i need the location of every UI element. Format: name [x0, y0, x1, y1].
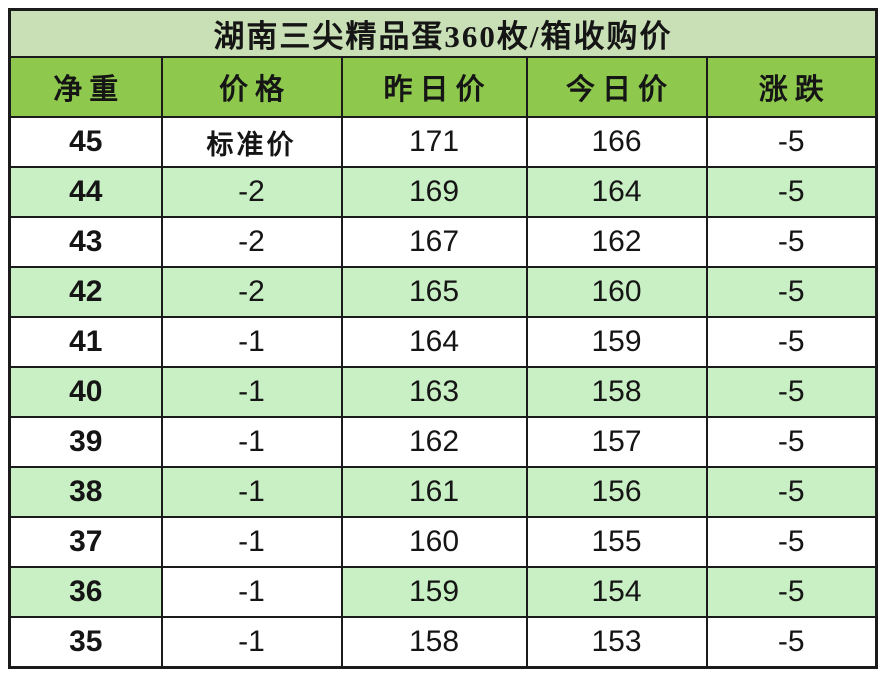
- table-row: 44 -2 169 164 -5: [8, 166, 878, 218]
- cell-yesterday-price: 160: [340, 516, 528, 568]
- cell-today-price: 159: [525, 316, 708, 368]
- cell-change: -5: [705, 566, 878, 618]
- title-row: 湖南三尖精品蛋360枚/箱收购价: [8, 8, 878, 58]
- cell-net-weight: 44: [8, 166, 163, 218]
- price-table: 湖南三尖精品蛋360枚/箱收购价 净重 价格 昨日价 今日价 涨跌 45 标准价 1…: [8, 8, 879, 669]
- cell-today-price: 166: [525, 116, 708, 168]
- cell-net-weight: 40: [8, 366, 163, 418]
- cell-yesterday-price: 167: [340, 216, 528, 268]
- table-row: 45 标准价 171 166 -5: [8, 116, 878, 168]
- table-row: 43 -2 167 162 -5: [8, 216, 878, 268]
- cell-yesterday-price: 158: [340, 616, 528, 669]
- cell-net-weight: 38: [8, 466, 163, 518]
- table-row: 40 -1 163 158 -5: [8, 366, 878, 418]
- column-header-today-price: 今日价: [525, 56, 708, 118]
- cell-yesterday-price: 165: [340, 266, 528, 318]
- cell-change: -5: [705, 516, 878, 568]
- cell-price: -2: [160, 266, 343, 318]
- table-title: 湖南三尖精品蛋360枚/箱收购价: [8, 8, 878, 58]
- cell-change: -5: [705, 416, 878, 468]
- cell-price: -1: [160, 316, 343, 368]
- table-row: 41 -1 164 159 -5: [8, 316, 878, 368]
- table-row: 37 -1 160 155 -5: [8, 516, 878, 568]
- cell-change: -5: [705, 316, 878, 368]
- cell-today-price: 162: [525, 216, 708, 268]
- cell-net-weight: 41: [8, 316, 163, 368]
- cell-price: 标准价: [160, 116, 343, 168]
- cell-yesterday-price: 171: [340, 116, 528, 168]
- table-body: 45 标准价 171 166 -5 44 -2 169 164 -5 43 -2 167 162 -5 42-…: [8, 116, 878, 669]
- cell-today-price: 156: [525, 466, 708, 518]
- cell-yesterday-price: 159: [340, 566, 528, 618]
- cell-yesterday-price: 163: [340, 366, 528, 418]
- cell-net-weight: 35: [8, 616, 163, 669]
- cell-change: -5: [705, 166, 878, 218]
- column-header-change: 涨跌: [705, 56, 878, 118]
- cell-today-price: 155: [525, 516, 708, 568]
- cell-today-price: 160: [525, 266, 708, 318]
- egg-price-table-panel: 湖南三尖精品蛋360枚/箱收购价 净重 价格 昨日价 今日价 涨跌 45 标准价 1…: [8, 8, 879, 669]
- table-row: 36 -1 159 154 -5: [8, 566, 878, 618]
- cell-today-price: 154: [525, 566, 708, 618]
- cell-net-weight: 39: [8, 416, 163, 468]
- cell-yesterday-price: 164: [340, 316, 528, 368]
- table-row: 39 -1 162 157 -5: [8, 416, 878, 468]
- cell-net-weight: 43: [8, 216, 163, 268]
- cell-today-price: 153: [525, 616, 708, 669]
- cell-net-weight: 42: [8, 266, 163, 318]
- cell-change: -5: [705, 266, 878, 318]
- cell-price: -1: [160, 616, 343, 669]
- cell-yesterday-price: 169: [340, 166, 528, 218]
- cell-yesterday-price: 161: [340, 466, 528, 518]
- cell-net-weight: 37: [8, 516, 163, 568]
- column-header-yesterday-price: 昨日价: [340, 56, 528, 118]
- cell-change: -5: [705, 216, 878, 268]
- cell-price: -1: [160, 516, 343, 568]
- cell-today-price: 157: [525, 416, 708, 468]
- cell-change: -5: [705, 616, 878, 669]
- column-header-row: 净重 价格 昨日价 今日价 涨跌: [8, 56, 878, 118]
- table-row: 38 -1 161 156 -5: [8, 466, 878, 518]
- table-row: 42 -2 165 160 -5: [8, 266, 878, 318]
- cell-price: -1: [160, 466, 343, 518]
- column-header-net-weight: 净重: [8, 56, 163, 118]
- cell-net-weight: 45: [8, 116, 163, 168]
- cell-price: -2: [160, 216, 343, 268]
- cell-change: -5: [705, 466, 878, 518]
- cell-today-price: 164: [525, 166, 708, 218]
- cell-net-weight: 36: [8, 566, 163, 618]
- cell-change: -5: [705, 366, 878, 418]
- column-header-price: 价格: [160, 56, 343, 118]
- cell-price: -1: [160, 566, 343, 618]
- cell-price: -2: [160, 166, 343, 218]
- cell-yesterday-price: 162: [340, 416, 528, 468]
- cell-price: -1: [160, 366, 343, 418]
- cell-today-price: 158: [525, 366, 708, 418]
- table-row: 35 -1 158 153 -5: [8, 616, 878, 669]
- cell-price: -1: [160, 416, 343, 468]
- cell-change: -5: [705, 116, 878, 168]
